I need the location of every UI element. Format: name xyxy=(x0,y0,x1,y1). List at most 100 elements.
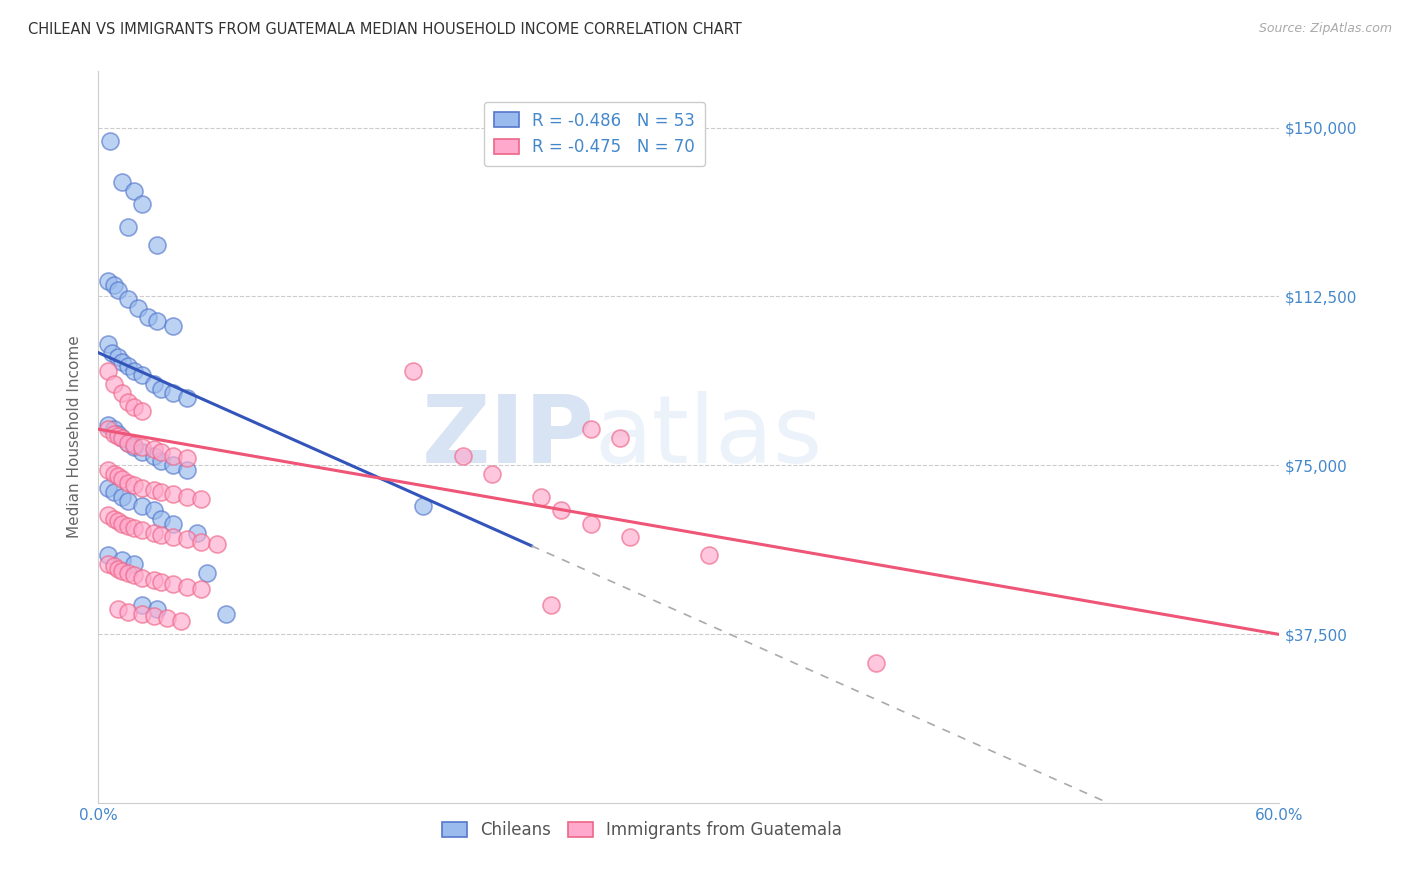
Text: ZIP: ZIP xyxy=(422,391,595,483)
Point xyxy=(162,487,184,501)
Point xyxy=(142,573,165,587)
Point xyxy=(97,463,120,477)
Point xyxy=(117,395,139,409)
Point xyxy=(176,463,198,477)
Point xyxy=(117,292,139,306)
Point xyxy=(122,568,145,582)
Point xyxy=(142,525,165,540)
Point xyxy=(402,364,425,378)
Point xyxy=(117,476,139,491)
Point xyxy=(162,530,184,544)
Point xyxy=(103,426,125,441)
Point xyxy=(107,350,129,364)
Point xyxy=(97,417,120,432)
Point xyxy=(579,422,602,436)
Point xyxy=(131,404,153,418)
Text: atlas: atlas xyxy=(595,391,823,483)
Point xyxy=(111,175,134,189)
Point xyxy=(107,469,129,483)
Point xyxy=(103,485,125,500)
Y-axis label: Median Household Income: Median Household Income xyxy=(67,335,83,539)
Point xyxy=(609,431,631,445)
Point xyxy=(865,657,887,671)
Point xyxy=(97,548,120,562)
Point xyxy=(131,197,153,211)
Point xyxy=(451,449,474,463)
Point xyxy=(162,516,184,531)
Point xyxy=(111,472,134,486)
Point xyxy=(122,364,145,378)
Point xyxy=(103,512,125,526)
Point xyxy=(103,278,125,293)
Point xyxy=(103,377,125,392)
Point xyxy=(176,391,198,405)
Point xyxy=(215,607,238,621)
Point xyxy=(122,558,145,572)
Point xyxy=(107,602,129,616)
Point xyxy=(98,134,121,148)
Point xyxy=(170,614,193,628)
Point xyxy=(97,481,120,495)
Point xyxy=(146,314,169,328)
Point xyxy=(97,336,120,351)
Point xyxy=(117,605,139,619)
Point xyxy=(142,503,165,517)
Point xyxy=(131,368,153,383)
Point xyxy=(142,483,165,497)
Point xyxy=(412,499,434,513)
Point xyxy=(111,354,134,368)
Point xyxy=(107,562,129,576)
Point xyxy=(97,422,120,436)
Point xyxy=(111,431,134,445)
Point xyxy=(97,558,120,572)
Point xyxy=(97,274,120,288)
Point xyxy=(142,609,165,624)
Point xyxy=(579,516,602,531)
Point xyxy=(195,566,218,581)
Point xyxy=(111,431,134,445)
Point xyxy=(122,478,145,492)
Point xyxy=(176,490,198,504)
Legend: Chileans, Immigrants from Guatemala: Chileans, Immigrants from Guatemala xyxy=(434,814,848,846)
Point xyxy=(131,607,153,621)
Point xyxy=(117,494,139,508)
Point xyxy=(136,310,159,324)
Point xyxy=(107,515,129,529)
Point xyxy=(122,438,145,452)
Point xyxy=(97,508,120,522)
Point xyxy=(111,564,134,578)
Point xyxy=(162,318,184,333)
Point xyxy=(619,530,641,544)
Point xyxy=(117,435,139,450)
Point xyxy=(530,490,553,504)
Point xyxy=(550,503,572,517)
Point xyxy=(146,237,169,252)
Text: CHILEAN VS IMMIGRANTS FROM GUATEMALA MEDIAN HOUSEHOLD INCOME CORRELATION CHART: CHILEAN VS IMMIGRANTS FROM GUATEMALA MED… xyxy=(28,22,742,37)
Point xyxy=(162,577,184,591)
Point xyxy=(103,422,125,436)
Point xyxy=(117,219,139,234)
Point xyxy=(142,449,165,463)
Point xyxy=(150,382,173,396)
Point xyxy=(481,467,503,482)
Point xyxy=(131,571,153,585)
Point xyxy=(162,458,184,473)
Point xyxy=(150,485,173,500)
Point xyxy=(150,453,173,467)
Point xyxy=(131,598,153,612)
Point xyxy=(107,426,129,441)
Point xyxy=(103,559,125,574)
Point xyxy=(127,301,149,315)
Point xyxy=(131,524,153,538)
Point xyxy=(131,440,153,454)
Point xyxy=(186,525,208,540)
Point xyxy=(122,440,145,454)
Point xyxy=(117,359,139,374)
Point xyxy=(122,184,145,198)
Point xyxy=(111,516,134,531)
Point xyxy=(111,386,134,401)
Point xyxy=(131,444,153,458)
Point xyxy=(162,449,184,463)
Point xyxy=(697,548,720,562)
Point xyxy=(176,451,198,466)
